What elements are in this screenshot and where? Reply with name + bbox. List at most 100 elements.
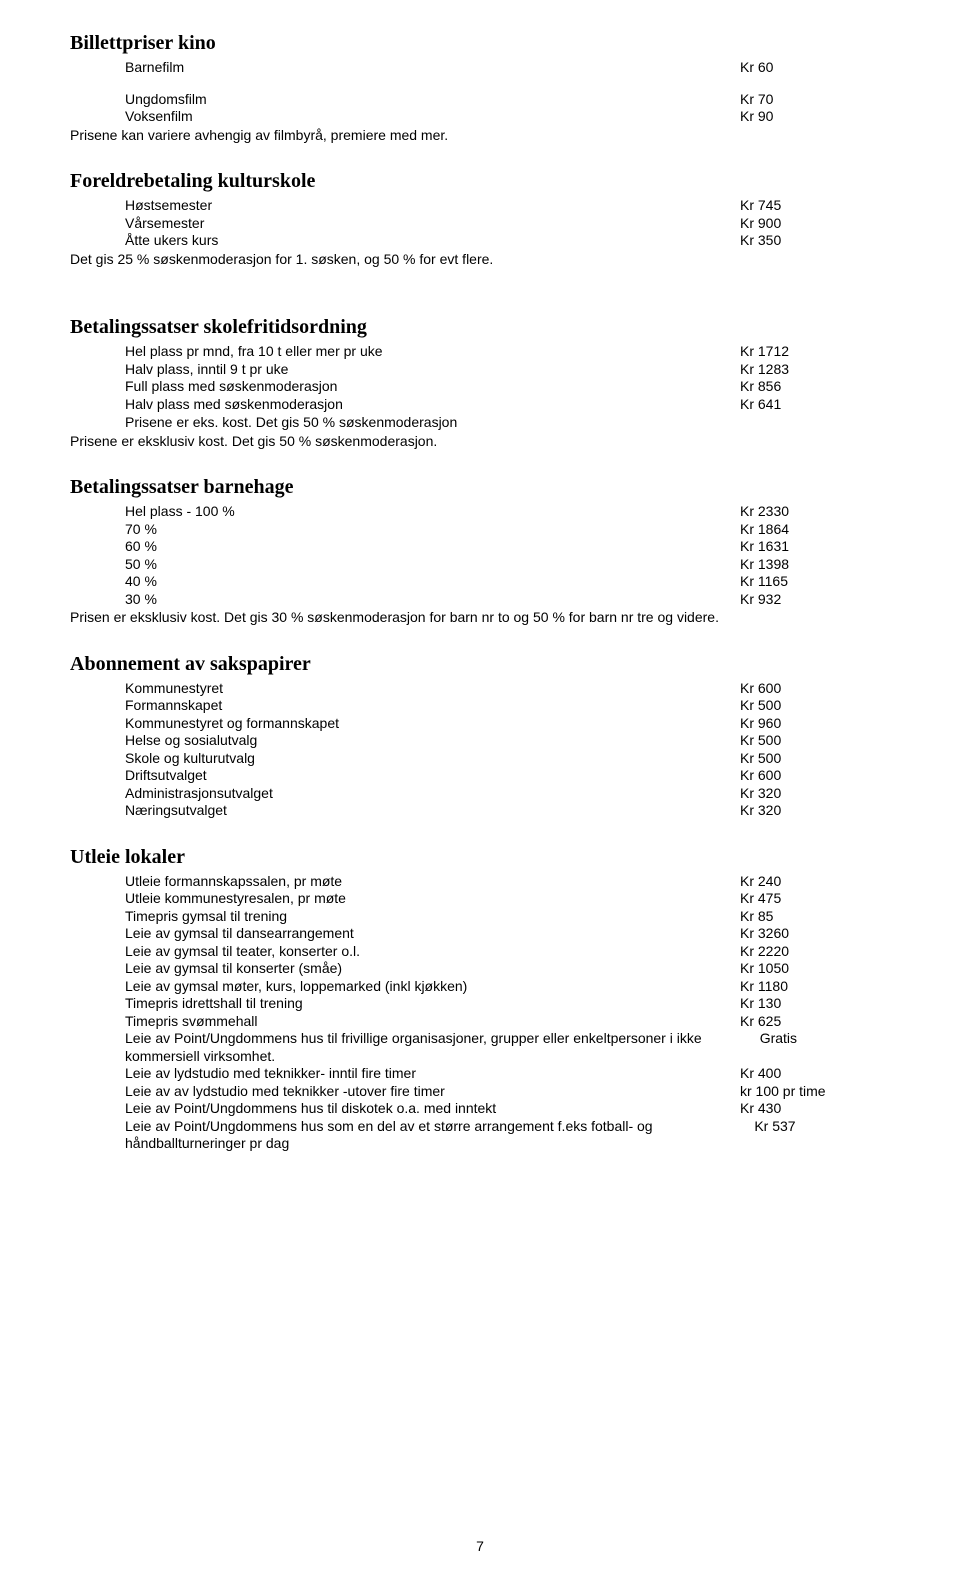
value: Kr 625 xyxy=(740,1013,890,1031)
title-billettpriser: Billettpriser kino xyxy=(70,32,890,55)
value: Kr 500 xyxy=(740,750,890,768)
label: Barnefilm xyxy=(125,59,740,77)
value: Kr 537 xyxy=(754,1118,890,1153)
label: Leie av gymsal møter, kurs, loppemarked … xyxy=(125,978,740,996)
value: Kr 600 xyxy=(740,767,890,785)
row-utleie-12: Leie av Point/Ungdommens hus til diskote… xyxy=(70,1100,890,1118)
note-foreldrebetaling: Det gis 25 % søskenmoderasjon for 1. søs… xyxy=(70,251,890,269)
row-utleie-3: Leie av gymsal til dansearrangementKr 32… xyxy=(70,925,890,943)
value: Kr 1712 xyxy=(740,343,890,361)
label: Hel plass - 100 % xyxy=(125,503,740,521)
row-utleie-8: Timepris svømmehallKr 625 xyxy=(70,1013,890,1031)
label: Timepris svømmehall xyxy=(125,1013,740,1031)
label: Full plass med søskenmoderasjon xyxy=(125,378,740,396)
value: Kr 475 xyxy=(740,890,890,908)
label: Leie av Point/Ungdommens hus til diskote… xyxy=(125,1100,740,1118)
note-barnehage: Prisen er eksklusiv kost. Det gis 30 % s… xyxy=(70,609,890,627)
label: 40 % xyxy=(125,573,740,591)
label: 60 % xyxy=(125,538,740,556)
value: Kr 1165 xyxy=(740,573,890,591)
value: Kr 70 xyxy=(740,91,890,109)
value: Kr 1864 xyxy=(740,521,890,539)
value: Kr 320 xyxy=(740,785,890,803)
row-bh-30: 30 % Kr 932 xyxy=(70,591,890,609)
label: Leie av av lydstudio med teknikker -utov… xyxy=(125,1083,740,1101)
row-hostsemester: Høstsemester Kr 745 xyxy=(70,197,890,215)
label: Åtte ukers kurs xyxy=(125,232,740,250)
row-utleie-1: Utleie kommunestyresalen, pr møteKr 475 xyxy=(70,890,890,908)
value: Kr 932 xyxy=(740,591,890,609)
label: Leie av lydstudio med teknikker- inntil … xyxy=(125,1065,740,1083)
label: Leie av gymsal til dansearrangement xyxy=(125,925,740,943)
label: Timepris idrettshall til trening xyxy=(125,995,740,1013)
label: Helse og sosialutvalg xyxy=(125,732,740,750)
row-utleie-7: Timepris idrettshall til treningKr 130 xyxy=(70,995,890,1013)
value: Kr 500 xyxy=(740,732,890,750)
section-foreldrebetaling: Foreldrebetaling kulturskole Høstsemeste… xyxy=(70,170,890,268)
row-naering: Næringsutvalget Kr 320 xyxy=(70,802,890,820)
label: Ungdomsfilm xyxy=(125,91,740,109)
label: 50 % xyxy=(125,556,740,574)
row-atte-ukers: Åtte ukers kurs Kr 350 xyxy=(70,232,890,250)
value: Kr 2220 xyxy=(740,943,890,961)
value: Kr 1283 xyxy=(740,361,890,379)
row-utleie-0: Utleie formannskapssalen, pr møteKr 240 xyxy=(70,873,890,891)
value: Kr 240 xyxy=(740,873,890,891)
label: Leie av Point/Ungdommens hus til frivill… xyxy=(125,1030,760,1065)
label: Formannskapet xyxy=(125,697,740,715)
value: Kr 745 xyxy=(740,197,890,215)
row-kommunestyret: Kommunestyret Kr 600 xyxy=(70,680,890,698)
section-abonnement: Abonnement av sakspapirer Kommunestyret … xyxy=(70,653,890,820)
value: Kr 856 xyxy=(740,378,890,396)
label: Skole og kulturutvalg xyxy=(125,750,740,768)
label: Voksenfilm xyxy=(125,108,740,126)
row-utleie-5: Leie av gymsal til konserter (småe)Kr 10… xyxy=(70,960,890,978)
label: Halv plass, inntil 9 t pr uke xyxy=(125,361,740,379)
label: Kommunestyret xyxy=(125,680,740,698)
section-utleie: Utleie lokaler Utleie formannskapssalen,… xyxy=(70,846,890,1153)
value: Kr 960 xyxy=(740,715,890,733)
row-voksenfilm: Voksenfilm Kr 90 xyxy=(70,108,890,126)
value: Kr 1180 xyxy=(740,978,890,996)
value: Kr 400 xyxy=(740,1065,890,1083)
row-barnefilm: Barnefilm Kr 60 xyxy=(70,59,890,77)
row-utleie-9: Leie av Point/Ungdommens hus til frivill… xyxy=(70,1030,890,1065)
value: Kr 1398 xyxy=(740,556,890,574)
row-hel-plass: Hel plass pr mnd, fra 10 t eller mer pr … xyxy=(70,343,890,361)
label: Utleie formannskapssalen, pr møte xyxy=(125,873,740,891)
row-utleie-6: Leie av gymsal møter, kurs, loppemarked … xyxy=(70,978,890,996)
row-bh-50: 50 % Kr 1398 xyxy=(70,556,890,574)
value: Kr 320 xyxy=(740,802,890,820)
value: Kr 130 xyxy=(740,995,890,1013)
page-number: 7 xyxy=(476,1538,484,1554)
row-bh-100: Hel plass - 100 % Kr 2330 xyxy=(70,503,890,521)
value: Kr 600 xyxy=(740,680,890,698)
title-abonnement: Abonnement av sakspapirer xyxy=(70,653,890,676)
value: Kr 90 xyxy=(740,108,890,126)
label: Kommunestyret og formannskapet xyxy=(125,715,740,733)
value: Kr 1050 xyxy=(740,960,890,978)
label: Leie av gymsal til konserter (småe) xyxy=(125,960,740,978)
row-ungdomsfilm: Ungdomsfilm Kr 70 xyxy=(70,91,890,109)
row-varsemester: Vårsemester Kr 900 xyxy=(70,215,890,233)
value: Kr 900 xyxy=(740,215,890,233)
value: Kr 430 xyxy=(740,1100,890,1118)
row-drift: Driftsutvalget Kr 600 xyxy=(70,767,890,785)
section-billettpriser: Billettpriser kino Barnefilm Kr 60 Ungdo… xyxy=(70,32,890,144)
label: Administrasjonsutvalget xyxy=(125,785,740,803)
value: Kr 85 xyxy=(740,908,890,926)
row-halv-plass: Halv plass, inntil 9 t pr uke Kr 1283 xyxy=(70,361,890,379)
row-utleie-13: Leie av Point/Ungdommens hus som en del … xyxy=(70,1118,890,1153)
label: 30 % xyxy=(125,591,740,609)
label: Timepris gymsal til trening xyxy=(125,908,740,926)
title-foreldrebetaling: Foreldrebetaling kulturskole xyxy=(70,170,890,193)
title-barnehage: Betalingssatser barnehage xyxy=(70,476,890,499)
row-utleie-11: Leie av av lydstudio med teknikker -utov… xyxy=(70,1083,890,1101)
label: 70 % xyxy=(125,521,740,539)
row-formannskapet: Formannskapet Kr 500 xyxy=(70,697,890,715)
label: Halv plass med søskenmoderasjon xyxy=(125,396,740,414)
label: Driftsutvalget xyxy=(125,767,740,785)
label: Hel plass pr mnd, fra 10 t eller mer pr … xyxy=(125,343,740,361)
label: Høstsemester xyxy=(125,197,740,215)
note-billettpriser: Prisene kan variere avhengig av filmbyrå… xyxy=(70,127,890,145)
